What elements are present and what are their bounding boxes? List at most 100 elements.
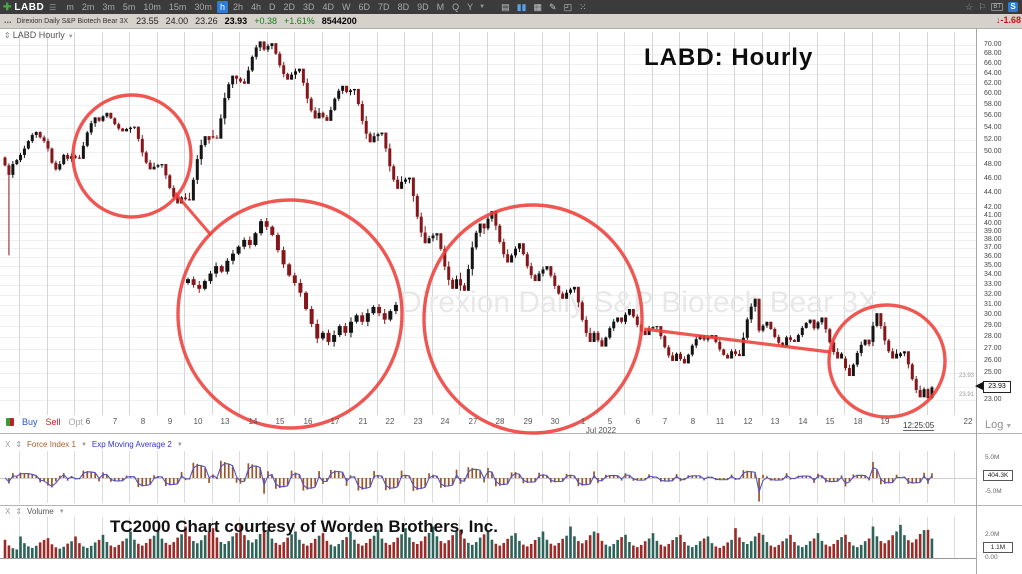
timeframe-2h[interactable]: 2h [232, 2, 243, 12]
chart-header-label[interactable]: LABD Hourly [12, 30, 65, 40]
buy-button[interactable]: Buy [22, 417, 38, 427]
timeframe-2m[interactable]: 2m [81, 2, 95, 12]
price-tick: 70.00 [984, 41, 1002, 49]
price-tick: 28.00 [984, 333, 1002, 341]
price-tick: 50.00 [984, 148, 1002, 156]
price-tick: 37.00 [984, 244, 1002, 252]
volume-axis-top: 2.0M [985, 531, 1000, 538]
price-tick: 23.00 [984, 396, 1002, 404]
ask-micro-label: 23.91 [959, 392, 975, 398]
quote-open: 23.55 [136, 16, 159, 26]
price-tick: 54.00 [984, 123, 1002, 131]
add-symbol-icon[interactable]: ✚ [3, 1, 12, 13]
price-tick: 29.00 [984, 322, 1002, 330]
chart-tool-icons: ▤ ▮▮ ▦ ✎ ◰ ⁙ [501, 2, 587, 13]
timeframe-M[interactable]: M [436, 2, 445, 12]
date-tick: 1 [580, 417, 586, 426]
annotation-trend-line[interactable] [643, 327, 831, 354]
timeframe-h[interactable]: h [216, 1, 228, 13]
chart-title-annotation[interactable]: LABD: Hourly [644, 44, 814, 71]
price-tick: 25.00 [984, 369, 1002, 377]
date-tick: 23 [413, 417, 423, 426]
chart-type-icon[interactable]: ▤ [501, 1, 510, 12]
timeframe-8D[interactable]: 8D [397, 2, 410, 12]
timeframe-W[interactable]: W [342, 2, 351, 12]
volume-dropdown-icon[interactable]: ▼ [58, 508, 65, 515]
timeframe-D[interactable]: D [268, 2, 276, 12]
quote-high: 24.00 [165, 16, 189, 26]
log-scale-toggle[interactable]: Log ▼ [985, 419, 1013, 431]
force-axis-value-box: 404.3K [983, 470, 1013, 481]
date-tick: 6 [85, 417, 91, 426]
quote-low: 23.26 [195, 16, 218, 26]
panel-separators [0, 28, 1022, 574]
price-tick: 33.00 [984, 280, 1002, 288]
timeframe-30m[interactable]: 30m [194, 2, 212, 12]
bar-countdown-timer: 12:25:05 [903, 421, 935, 431]
pencil-draw-icon[interactable]: ✎ [549, 1, 557, 12]
timeframe-6D[interactable]: 6D [358, 2, 371, 12]
chart-header-dropdown-icon[interactable]: ▼ [67, 34, 74, 40]
more-dots-icon[interactable]: ⁙ [579, 1, 587, 12]
eraser-icon[interactable]: ◰ [563, 1, 573, 12]
s-badge[interactable]: S [1008, 2, 1018, 12]
symbol-label[interactable]: LABD [14, 1, 45, 13]
annotation-circle-small-left[interactable] [71, 93, 193, 219]
annotation-circle-big-left[interactable] [176, 198, 404, 430]
price-tick: 58.00 [984, 101, 1002, 109]
force-dropdown-icon[interactable]: ▼ [80, 441, 87, 448]
grid-layout-icon[interactable]: ▦ [533, 1, 543, 12]
date-tick: 21 [358, 417, 368, 426]
date-tick: 30 [550, 417, 560, 426]
timeframe-15m[interactable]: 15m [168, 2, 187, 12]
date-tick: 16 [303, 417, 313, 426]
timeframe-2D[interactable]: 2D [283, 2, 295, 12]
ema-dropdown-icon[interactable]: ▼ [176, 441, 183, 448]
price-tick: 46.00 [984, 174, 1002, 182]
bt-badge[interactable]: BT [991, 3, 1003, 11]
timeframe-4D[interactable]: 4D [322, 2, 335, 12]
force-close-button[interactable]: X [5, 440, 11, 449]
force-resize-icon[interactable]: ⇕ [15, 440, 23, 449]
timeframe-9D[interactable]: 9D [417, 2, 429, 12]
annotations[interactable] [71, 93, 947, 435]
timeframe-10m[interactable]: 10m [143, 2, 161, 12]
timeframe-Q[interactable]: Q [452, 2, 460, 12]
ema-label[interactable]: Exp Moving Average 2 [91, 440, 172, 449]
price-tick: 56.00 [984, 112, 1002, 120]
annotation-connector-line[interactable] [173, 192, 213, 236]
favorite-star-icon[interactable]: ☆ [965, 1, 974, 12]
date-tick: 29 [523, 417, 533, 426]
trade-icon[interactable] [6, 418, 14, 426]
timeframe-5m[interactable]: 5m [122, 2, 136, 12]
annotation-circle-big-right[interactable] [422, 203, 644, 435]
timeframe-4h[interactable]: 4h [250, 2, 261, 12]
timeframe-3D[interactable]: 3D [303, 2, 315, 12]
timeframe-dropdown-icon[interactable]: ▼ [479, 4, 486, 10]
force-index-label[interactable]: Force Index 1 [27, 440, 76, 449]
menu-icon[interactable]: ☰ [49, 2, 57, 12]
price-tick: 31.00 [984, 300, 1002, 308]
timeframe-m[interactable]: m [66, 2, 74, 12]
timeframe-3m[interactable]: 3m [102, 2, 115, 12]
volume-bars-icon[interactable]: ▮▮ [516, 1, 527, 12]
options-button[interactable]: Opt [68, 417, 84, 427]
sell-button[interactable]: Sell [45, 417, 61, 427]
volume-resize-icon[interactable]: ⇕ [15, 507, 23, 516]
timeframe-Y[interactable]: Y [467, 2, 474, 12]
date-tick: 7 [662, 417, 668, 426]
date-tick: 12 [743, 417, 753, 426]
volume-close-button[interactable]: X [5, 507, 11, 516]
flag-icon[interactable]: ⚐ [978, 1, 987, 12]
price-tick: 26.00 [984, 356, 1002, 364]
quote-last: 23.93 [224, 16, 248, 26]
volume-plot [3, 524, 934, 558]
quote-menu-icon[interactable]: ... [4, 14, 12, 25]
volume-label[interactable]: Volume [27, 507, 54, 516]
date-tick: 28 [495, 417, 505, 426]
pane-resize-icon[interactable]: ⇕ [4, 31, 11, 40]
timeframe-7D[interactable]: 7D [378, 2, 390, 12]
annotation-circle-small-right[interactable] [827, 303, 947, 419]
date-tick: 8 [690, 417, 696, 426]
